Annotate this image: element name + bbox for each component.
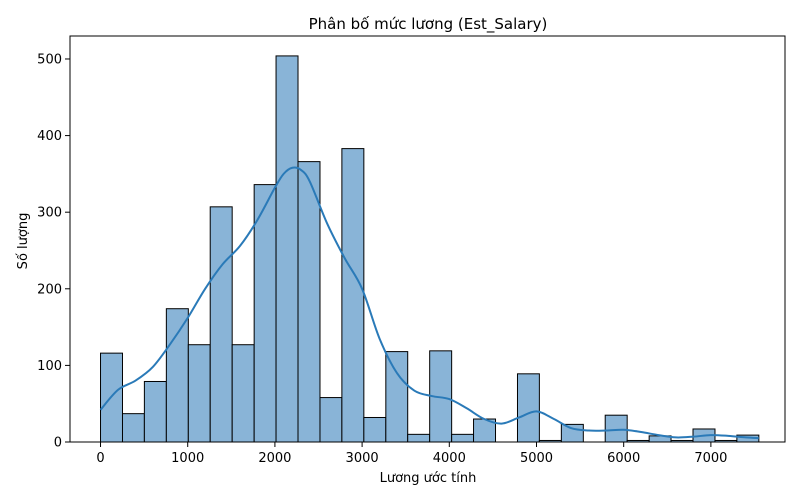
histogram-bar: [253, 184, 277, 443]
x-tick-label: 2000: [258, 451, 291, 466]
histogram-bar: [165, 308, 189, 443]
y-tick-label: 300: [37, 206, 62, 221]
kde-curve: [99, 166, 759, 440]
x-tick-label: 5000: [520, 451, 553, 466]
histogram-bar: [407, 433, 431, 443]
y-tick-label: 400: [37, 129, 62, 144]
chart-title: Phân bố mức lương (Est_Salary): [309, 15, 548, 34]
x-tick-label: 1000: [171, 451, 204, 466]
y-tick-label: 0: [54, 436, 62, 451]
x-tick-label: 7000: [694, 451, 727, 466]
histogram-bar: [516, 373, 540, 443]
y-tick-label: 500: [37, 52, 62, 67]
histogram-bar: [231, 344, 255, 443]
histogram-bar: [187, 344, 211, 443]
histogram-bar: [385, 351, 409, 443]
histogram-bars: [100, 55, 760, 443]
histogram-bar: [143, 380, 167, 443]
y-axis-label: Số lượng: [16, 213, 31, 270]
histogram-bar: [341, 148, 365, 443]
y-tick-label: 100: [37, 359, 62, 374]
x-tick-label: 3000: [346, 451, 379, 466]
plot-frame: [69, 35, 786, 443]
histogram-bar: [604, 414, 628, 443]
x-tick-label: 6000: [607, 451, 640, 466]
histogram-bar: [363, 416, 387, 443]
histogram-bar: [319, 397, 343, 443]
x-tick-label: 4000: [433, 451, 466, 466]
x-tick-label: 0: [96, 451, 104, 466]
x-axis-label: Lương ước tính: [380, 471, 477, 486]
histogram-bar: [121, 413, 145, 443]
y-tick-label: 200: [37, 282, 62, 297]
histogram-bar: [560, 423, 584, 443]
histogram-bar: [297, 161, 321, 443]
histogram-bar: [209, 206, 233, 443]
histogram-bar: [275, 55, 299, 443]
axes: 0 1000 2000 3000 4000 5000 6000 7000 0 100 200 300 4…: [37, 35, 786, 466]
histogram-bar: [451, 433, 475, 443]
